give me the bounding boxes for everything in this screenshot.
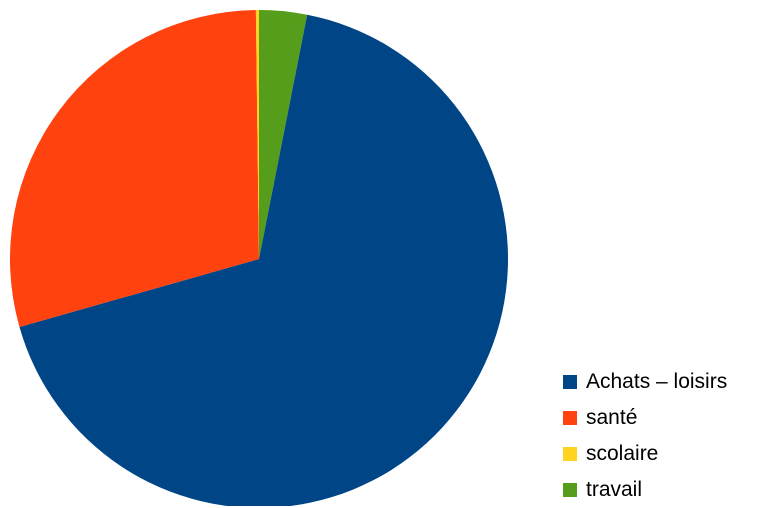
pie-slice-sante: [10, 10, 259, 327]
legend-swatch-travail: [563, 483, 577, 497]
legend-label-sante: santé: [586, 406, 638, 429]
legend-item-scolaire: scolaire: [563, 436, 727, 472]
legend-swatch-sante: [563, 411, 577, 425]
pie-slice-scolaire: [255, 10, 259, 259]
legend-item-sante: santé: [563, 400, 727, 436]
legend-swatch-scolaire: [563, 447, 577, 461]
legend-label-travail: travail: [586, 478, 643, 501]
legend-item-travail: travail: [563, 472, 727, 508]
pie-slices: [10, 10, 508, 506]
legend-label-scolaire: scolaire: [586, 442, 659, 465]
pie-slice-achats-loisirs: [19, 14, 508, 506]
legend-swatch-achats-loisirs: [563, 375, 577, 389]
legend-item-achats-loisirs: Achats – loisirs: [563, 364, 727, 400]
pie-slice-travail: [259, 10, 308, 259]
legend-label-achats-loisirs: Achats – loisirs: [586, 370, 728, 393]
chart-legend: Achats – loisirs santé scolaire travail: [563, 364, 727, 508]
